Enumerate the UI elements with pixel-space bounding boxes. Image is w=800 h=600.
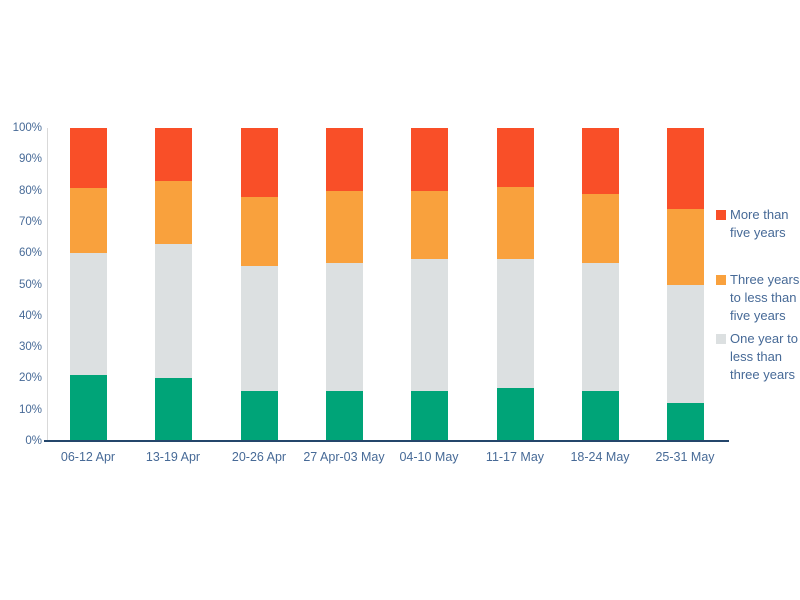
bar-segment: [411, 390, 448, 441]
bar-04-10-may: [411, 128, 448, 441]
bar-segment: [667, 209, 704, 285]
bar-20-26-apr: [241, 128, 278, 441]
bar-segment: [582, 193, 619, 263]
bar-06-12-apr: [70, 128, 107, 441]
x-tick-label: 27 Apr-03 May: [303, 450, 385, 464]
bar-segment: [155, 181, 192, 244]
y-tick-label: 90%: [18, 153, 42, 166]
y-tick-label: 40%: [18, 309, 42, 322]
bar-segment: [70, 187, 107, 254]
bar-segment: [70, 128, 107, 188]
bar-segment: [497, 387, 534, 441]
bar-segment: [326, 262, 363, 391]
legend-item: One year to less than three years: [716, 330, 800, 384]
bar-11-17-may: [497, 128, 534, 441]
y-tick-label: 10%: [18, 403, 42, 416]
x-tick-label: 25-31 May: [655, 450, 715, 464]
y-tick-label: 60%: [18, 247, 42, 260]
bar-segment: [155, 243, 192, 379]
plot-area: [47, 128, 719, 441]
bar-segment: [582, 390, 619, 441]
bar-segment: [155, 128, 192, 182]
legend-label: Three years to less than five years: [730, 272, 800, 323]
y-tick-label: 70%: [18, 215, 42, 228]
bar-segment: [326, 190, 363, 263]
bar-segment: [667, 403, 704, 441]
x-tick-label: 13-19 Apr: [145, 450, 201, 464]
y-tick-label: 20%: [18, 372, 42, 385]
y-tick-label: 0%: [25, 435, 42, 447]
bar-13-19-apr: [155, 128, 192, 441]
bar-segment: [411, 190, 448, 260]
bar-18-24-may: [582, 128, 619, 441]
bar-segment: [667, 284, 704, 404]
bar-segment: [411, 259, 448, 391]
x-tick-label: 20-26 Apr: [231, 450, 287, 464]
bar-segment: [497, 187, 534, 260]
legend-swatch-icon: [716, 334, 726, 344]
legend-swatch-icon: [716, 210, 726, 220]
y-tick-label: 30%: [18, 341, 42, 354]
bar-segment: [582, 262, 619, 391]
x-tick-label: 18-24 May: [570, 450, 630, 464]
bar-segment: [497, 259, 534, 388]
bar-segment: [497, 128, 534, 188]
bar-segment: [70, 375, 107, 441]
bar-segment: [155, 378, 192, 441]
bar-segment: [582, 128, 619, 194]
y-tick-label: 50%: [18, 278, 42, 291]
legend-swatch-icon: [716, 275, 726, 285]
y-tick-label: 80%: [18, 184, 42, 197]
bar-segment: [70, 253, 107, 376]
bar-segment: [241, 196, 278, 266]
legend-item: Three years to less than five years: [716, 271, 800, 325]
x-tick-label: 06-12 Apr: [60, 450, 116, 464]
legend-label: More than five years: [730, 207, 789, 240]
x-tick-label: 11-17 May: [485, 450, 545, 464]
legend: More than five years Three years to less …: [716, 206, 800, 384]
bar-segment: [667, 128, 704, 210]
bar-27-apr-03-may: [326, 128, 363, 441]
x-axis: 06-12 Apr 13-19 Apr 20-26 Apr 27 Apr-03 May…: [47, 450, 747, 470]
legend-item: More than five years: [716, 206, 800, 242]
y-axis: 0% 10% 20% 30% 40% 50% 60% 70% 80% 90% 100%: [0, 122, 42, 447]
bar-segment: [241, 128, 278, 197]
legend-label: One year to less than three years: [730, 331, 798, 382]
x-axis-line: [44, 440, 729, 442]
bar-segment: [241, 390, 278, 441]
y-tick-label: 100%: [12, 122, 42, 134]
bar-segment: [326, 128, 363, 191]
bar-segment: [241, 265, 278, 391]
x-tick-label: 04-10 May: [399, 450, 459, 464]
bar-25-31-may: [667, 128, 704, 441]
bar-segment: [411, 128, 448, 191]
bar-segment: [326, 390, 363, 441]
